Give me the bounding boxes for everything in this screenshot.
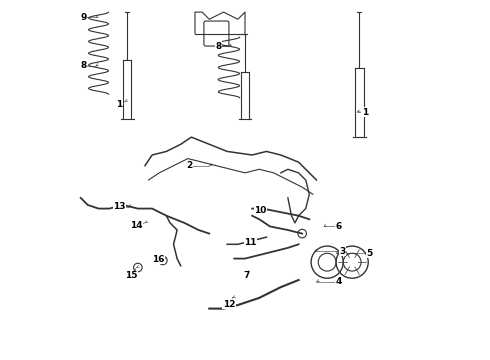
Text: 12: 12 bbox=[222, 300, 235, 309]
Text: 13: 13 bbox=[113, 202, 125, 211]
Text: 15: 15 bbox=[125, 271, 138, 280]
Text: 4: 4 bbox=[335, 277, 342, 286]
Text: 9: 9 bbox=[80, 13, 87, 22]
Text: 2: 2 bbox=[187, 161, 193, 170]
Text: 8: 8 bbox=[80, 61, 87, 70]
Text: 3: 3 bbox=[339, 247, 345, 256]
Text: 6: 6 bbox=[336, 222, 342, 231]
Text: 16: 16 bbox=[152, 255, 165, 264]
Text: 14: 14 bbox=[130, 221, 143, 230]
Text: 7: 7 bbox=[244, 271, 250, 280]
Text: 10: 10 bbox=[254, 206, 267, 215]
Text: 1: 1 bbox=[116, 100, 122, 109]
Text: 5: 5 bbox=[366, 249, 372, 258]
Text: 11: 11 bbox=[244, 238, 257, 247]
Text: 8: 8 bbox=[215, 41, 221, 50]
Text: 1: 1 bbox=[362, 108, 368, 117]
